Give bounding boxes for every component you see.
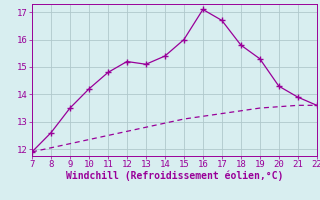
X-axis label: Windchill (Refroidissement éolien,°C): Windchill (Refroidissement éolien,°C) <box>66 171 283 181</box>
